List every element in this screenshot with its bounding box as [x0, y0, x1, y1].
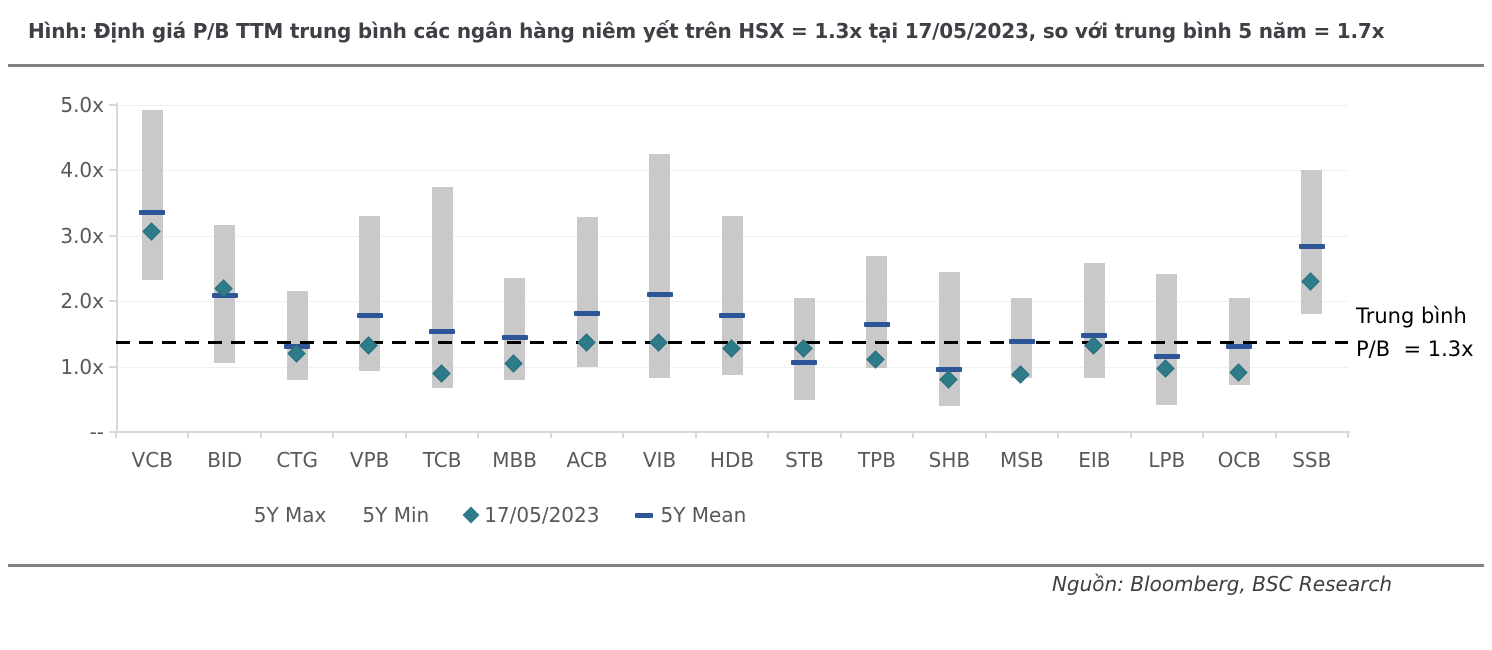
legend-label-current: 17/05/2023 — [484, 503, 600, 527]
legend-item-5y-min: 5Y Min — [362, 503, 429, 527]
legend-label-5y-max: 5Y Max — [253, 503, 327, 527]
x-axis-tick — [187, 431, 190, 438]
x-axis-label: TCB — [422, 448, 462, 472]
mean-marker — [1153, 353, 1180, 359]
source-credit: Nguồn: Bloomberg, BSC Research — [1051, 572, 1392, 596]
x-axis-label: LPB — [1148, 448, 1186, 472]
y-axis-line — [116, 103, 118, 433]
x-axis-tick — [477, 431, 480, 438]
x-axis-tick — [622, 431, 625, 438]
title-divider — [8, 64, 1484, 67]
range-bar — [1011, 297, 1033, 378]
x-axis-label: BID — [207, 448, 243, 472]
x-axis-label: OCB — [1217, 448, 1261, 472]
x-axis-tick — [1347, 431, 1349, 438]
figure-title: Hình: Định giá P/B TTM trung bình các ng… — [28, 19, 1385, 43]
x-axis-label: VIB — [642, 448, 677, 472]
legend-label-5y-mean: 5Y Mean — [660, 503, 747, 527]
x-axis-label: VCB — [131, 448, 173, 472]
y-axis-label: -- — [89, 420, 104, 444]
y-axis-tick — [109, 365, 117, 368]
mean-marker — [863, 322, 890, 328]
mean-marker — [429, 329, 456, 335]
x-axis-label: MBB — [492, 448, 537, 472]
mean-marker — [1081, 332, 1108, 338]
mean-marker — [356, 313, 383, 319]
y-axis-tick — [109, 431, 117, 433]
range-bar — [359, 216, 381, 372]
range-bar — [431, 186, 453, 388]
legend: 5Y Max 5Y Min 17/05/2023 5Y Mean — [0, 503, 1000, 527]
x-axis-tick — [694, 431, 697, 438]
y-axis-tick — [109, 104, 117, 106]
y-axis-label: 2.0x — [60, 289, 104, 314]
x-axis-tick — [1057, 431, 1060, 438]
x-axis-line — [116, 431, 1350, 433]
reference-line-label: Trung bình P/B = 1.3x — [1356, 304, 1474, 361]
mean-marker — [719, 313, 745, 319]
mean-marker — [936, 366, 963, 372]
range-bar — [866, 256, 888, 368]
x-axis-tick — [404, 431, 407, 438]
x-axis-tick — [259, 431, 262, 438]
y-axis-label: 1.0x — [60, 354, 104, 379]
x-axis-label: HDB — [709, 448, 755, 472]
x-axis-label: CTG — [276, 448, 319, 472]
range-bar — [721, 216, 743, 376]
x-axis-tick — [1129, 431, 1132, 438]
x-axis-tick — [115, 431, 117, 438]
x-axis-label: SHB — [928, 448, 971, 472]
x-axis-label: VPB — [349, 448, 390, 472]
legend-item-current: 17/05/2023 — [462, 503, 600, 527]
x-axis-label: TPB — [857, 448, 896, 472]
mean-marker — [501, 334, 528, 340]
y-axis-tick — [109, 169, 117, 172]
x-axis-tick — [549, 431, 552, 438]
x-axis-label: ACB — [566, 448, 608, 472]
mean-marker — [1008, 339, 1035, 345]
range-bar — [1301, 170, 1323, 314]
legend-item-5y-mean: 5Y Mean — [635, 503, 746, 527]
mean-marker — [1226, 344, 1253, 350]
legend-item-5y-max: 5Y Max — [254, 503, 327, 527]
range-bar — [286, 290, 308, 380]
diamond-marker-icon — [462, 506, 480, 524]
range-bar — [141, 110, 163, 281]
range-bar — [1083, 262, 1105, 378]
y-axis-tick — [109, 300, 117, 303]
x-axis-tick — [912, 431, 915, 438]
footer-divider — [8, 564, 1484, 567]
x-axis-tick — [332, 431, 335, 438]
x-axis-tick — [1274, 431, 1277, 438]
mean-marker — [139, 210, 166, 216]
y-gridline — [116, 170, 1348, 172]
y-axis-label: 5.0x — [60, 93, 104, 117]
x-axis-label: EIB — [1078, 448, 1111, 472]
x-axis-tick — [767, 431, 770, 438]
y-axis-label: 4.0x — [60, 158, 104, 183]
y-axis-tick — [109, 234, 117, 237]
y-gridline — [116, 105, 1348, 106]
range-bar — [504, 277, 526, 380]
mean-marker — [791, 359, 818, 365]
mean-marker — [646, 292, 673, 298]
range-bar — [576, 217, 598, 367]
y-axis-label: 3.0x — [60, 223, 104, 248]
legend-label-5y-min: 5Y Min — [362, 503, 430, 527]
x-axis-label: MSB — [1000, 448, 1044, 472]
mean-marker — [574, 311, 601, 317]
x-axis-label: SSB — [1292, 448, 1332, 472]
dash-marker-icon — [635, 512, 654, 518]
x-axis-tick — [984, 431, 987, 438]
mean-marker — [1298, 244, 1325, 250]
range-bar — [649, 154, 671, 378]
x-axis-tick — [839, 431, 842, 438]
x-axis-label: STB — [785, 448, 824, 472]
x-axis-tick — [1202, 431, 1205, 438]
range-bar — [938, 271, 960, 406]
